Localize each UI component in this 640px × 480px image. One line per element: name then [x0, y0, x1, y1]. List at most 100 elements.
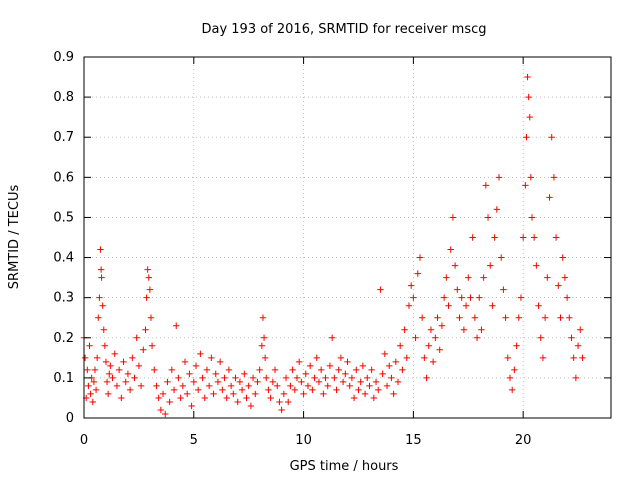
data-point: [162, 410, 169, 418]
data-point: [300, 390, 307, 398]
data-point: [416, 254, 424, 261]
y-tick-label: 0.7: [53, 130, 74, 145]
data-point: [221, 374, 228, 382]
data-point: [120, 358, 127, 366]
data-point: [164, 378, 171, 386]
data-point: [278, 406, 285, 414]
data-point: [359, 362, 367, 370]
data-point: [291, 386, 298, 394]
data-point: [293, 374, 301, 382]
data-point: [326, 362, 334, 370]
data-point: [243, 394, 250, 402]
data-point: [401, 326, 408, 333]
data-point: [210, 390, 217, 398]
data-point: [357, 378, 364, 386]
data-points: [80, 73, 586, 418]
data-point: [304, 382, 312, 390]
data-point: [451, 262, 459, 269]
data-point: [530, 234, 538, 241]
data-point: [260, 334, 268, 341]
data-point: [140, 346, 147, 354]
data-point: [344, 358, 351, 366]
x-tick-label: 5: [190, 433, 198, 448]
data-point: [256, 366, 263, 374]
data-point: [377, 286, 384, 293]
data-point: [104, 390, 112, 398]
data-point: [410, 294, 417, 301]
data-point: [238, 386, 246, 394]
data-point: [153, 382, 160, 390]
data-point: [544, 274, 551, 281]
axis-ticks: [83, 56, 611, 419]
data-point: [500, 286, 507, 293]
data-point: [364, 374, 371, 382]
data-point: [548, 134, 555, 141]
data-point: [184, 390, 191, 398]
x-tick-labels: 0 5 10 15 20: [80, 433, 532, 448]
data-point: [566, 314, 573, 321]
data-point: [159, 390, 167, 398]
data-point: [528, 214, 536, 221]
data-point: [440, 294, 448, 301]
data-point: [383, 382, 391, 390]
data-point: [271, 366, 279, 374]
data-point: [366, 382, 373, 390]
data-point: [168, 366, 176, 374]
data-point: [527, 174, 535, 181]
data-point: [438, 322, 446, 329]
data-point: [109, 374, 116, 382]
data-point: [118, 394, 125, 402]
data-point: [473, 334, 481, 341]
data-point: [151, 366, 158, 374]
data-point: [517, 294, 525, 301]
data-point: [147, 314, 155, 321]
data-point: [405, 302, 413, 309]
data-point: [101, 342, 109, 349]
data-point: [511, 366, 518, 374]
data-point: [546, 194, 553, 201]
data-point: [460, 326, 468, 333]
data-point: [97, 246, 104, 253]
data-point: [561, 274, 569, 281]
data-point: [454, 286, 461, 293]
data-point: [90, 378, 98, 386]
data-point: [541, 314, 549, 321]
data-point: [84, 366, 91, 374]
data-point: [276, 398, 283, 406]
data-point: [559, 254, 566, 261]
data-point: [274, 382, 281, 390]
data-point: [493, 206, 501, 213]
data-point: [85, 382, 92, 390]
x-tick-label: 20: [515, 433, 532, 448]
data-point: [525, 93, 532, 101]
data-point: [306, 362, 314, 370]
data-point: [335, 366, 342, 374]
data-point: [99, 302, 106, 309]
data-point: [173, 322, 180, 329]
plot-frame: [83, 56, 612, 419]
data-point: [425, 342, 432, 349]
data-point: [533, 262, 540, 269]
data-point: [190, 378, 197, 386]
data-point: [194, 386, 202, 394]
data-point: [331, 374, 338, 382]
data-point: [342, 370, 349, 378]
data-point: [355, 386, 362, 394]
data-point: [129, 354, 136, 362]
data-point: [506, 374, 514, 382]
data-point: [489, 302, 496, 309]
data-point: [107, 362, 114, 370]
data-point: [261, 354, 269, 362]
data-point: [267, 394, 274, 402]
data-point: [443, 274, 450, 281]
data-point: [456, 314, 463, 321]
data-point: [241, 370, 248, 378]
data-point: [370, 394, 378, 402]
data-point: [445, 302, 452, 309]
data-point: [100, 326, 107, 333]
data-point: [568, 334, 575, 341]
data-point: [407, 282, 415, 289]
data-point: [245, 382, 252, 390]
data-point: [476, 294, 483, 301]
data-point: [348, 374, 356, 382]
